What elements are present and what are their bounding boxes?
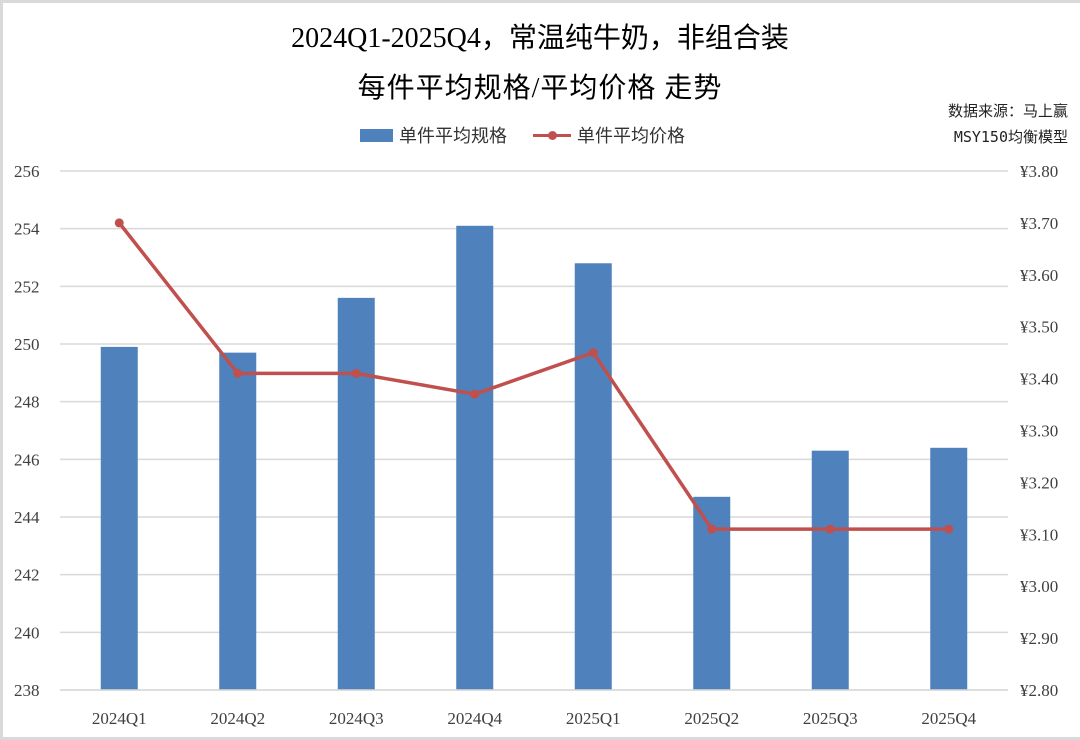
legend-item-line: 单件平均价格	[533, 122, 685, 148]
left-tick-label: 244	[14, 508, 40, 527]
right-tick-label: ¥3.20	[1020, 473, 1058, 492]
x-tick-label: 2024Q1	[92, 709, 147, 728]
x-tick-label: 2024Q2	[210, 709, 265, 728]
line-marker	[233, 368, 243, 378]
left-tick-label: 256	[14, 162, 40, 181]
x-tick-label: 2025Q1	[566, 709, 621, 728]
line-marker	[825, 524, 835, 534]
right-tick-label: ¥2.90	[1020, 629, 1058, 648]
line-marker	[351, 368, 361, 378]
bar-swatch-icon	[360, 128, 393, 142]
line-marker	[944, 524, 954, 534]
bar-series	[100, 225, 968, 691]
x-tick-label: 2025Q3	[803, 709, 858, 728]
line-marker	[114, 218, 124, 228]
left-tick-label: 248	[14, 393, 40, 412]
bar	[337, 297, 375, 690]
bar	[100, 346, 138, 690]
gridlines	[60, 170, 1008, 691]
bar	[930, 447, 968, 690]
right-tick-label: ¥3.80	[1020, 162, 1058, 181]
chart-legend: 单件平均规格 单件平均价格	[360, 122, 711, 148]
bar	[811, 450, 849, 690]
price-line	[117, 221, 949, 531]
left-tick-label: 254	[14, 220, 40, 239]
left-tick-label: 242	[14, 566, 40, 585]
chart-title-line1: 2024Q1-2025Q4，常温纯牛奶，非组合装	[291, 23, 789, 54]
source-line2: MSY150均衡模型	[953, 128, 1068, 146]
line-marker	[470, 389, 480, 399]
left-tick-label: 238	[14, 681, 40, 700]
right-axis: ¥3.80 ¥3.70 ¥3.60 ¥3.50 ¥3.40 ¥3.30 ¥3.20 ¥3.10…	[1020, 162, 1058, 700]
legend-line-label: 单件平均价格	[577, 126, 685, 147]
line-marker	[588, 348, 598, 358]
right-tick-label: ¥3.10	[1020, 525, 1058, 544]
line-series	[114, 218, 954, 534]
x-tick-label: 2024Q4	[447, 709, 502, 728]
chart-title-line2: 每件平均规格/平均价格 走势	[357, 73, 723, 104]
x-tick-label: 2024Q3	[329, 709, 384, 728]
bar	[456, 225, 494, 691]
data-source-note: 数据来源：马上赢 MSY150均衡模型	[948, 98, 1068, 150]
x-tick-label: 2025Q4	[921, 709, 976, 728]
right-tick-label: ¥3.40	[1020, 370, 1058, 389]
left-axis: 256 254 252 250 248 246 244 242 240 238	[14, 162, 40, 700]
line-marker	[707, 524, 717, 534]
left-tick-label: 252	[14, 277, 40, 296]
right-tick-label: ¥3.60	[1020, 266, 1058, 285]
x-tick-label: 2025Q2	[684, 709, 739, 728]
right-tick-label: ¥3.00	[1020, 577, 1058, 596]
legend-item-bar: 单件平均规格	[360, 122, 507, 148]
line-marker-icon	[533, 129, 571, 142]
legend-bar-label: 单件平均规格	[399, 126, 507, 147]
bar	[219, 352, 257, 690]
source-line1: 数据来源：马上赢	[947, 102, 1068, 120]
left-tick-label: 246	[14, 450, 40, 469]
left-tick-label: 250	[14, 335, 40, 354]
x-axis: 2024Q1 2024Q2 2024Q3 2024Q4 2025Q1 2025Q2 2025…	[60, 689, 1008, 728]
right-tick-label: ¥3.70	[1020, 214, 1058, 233]
right-tick-label: ¥3.30	[1020, 422, 1058, 441]
left-tick-label: 240	[14, 623, 40, 642]
right-tick-label: ¥3.50	[1020, 318, 1058, 337]
right-tick-label: ¥2.80	[1020, 681, 1058, 700]
bar	[574, 263, 612, 690]
